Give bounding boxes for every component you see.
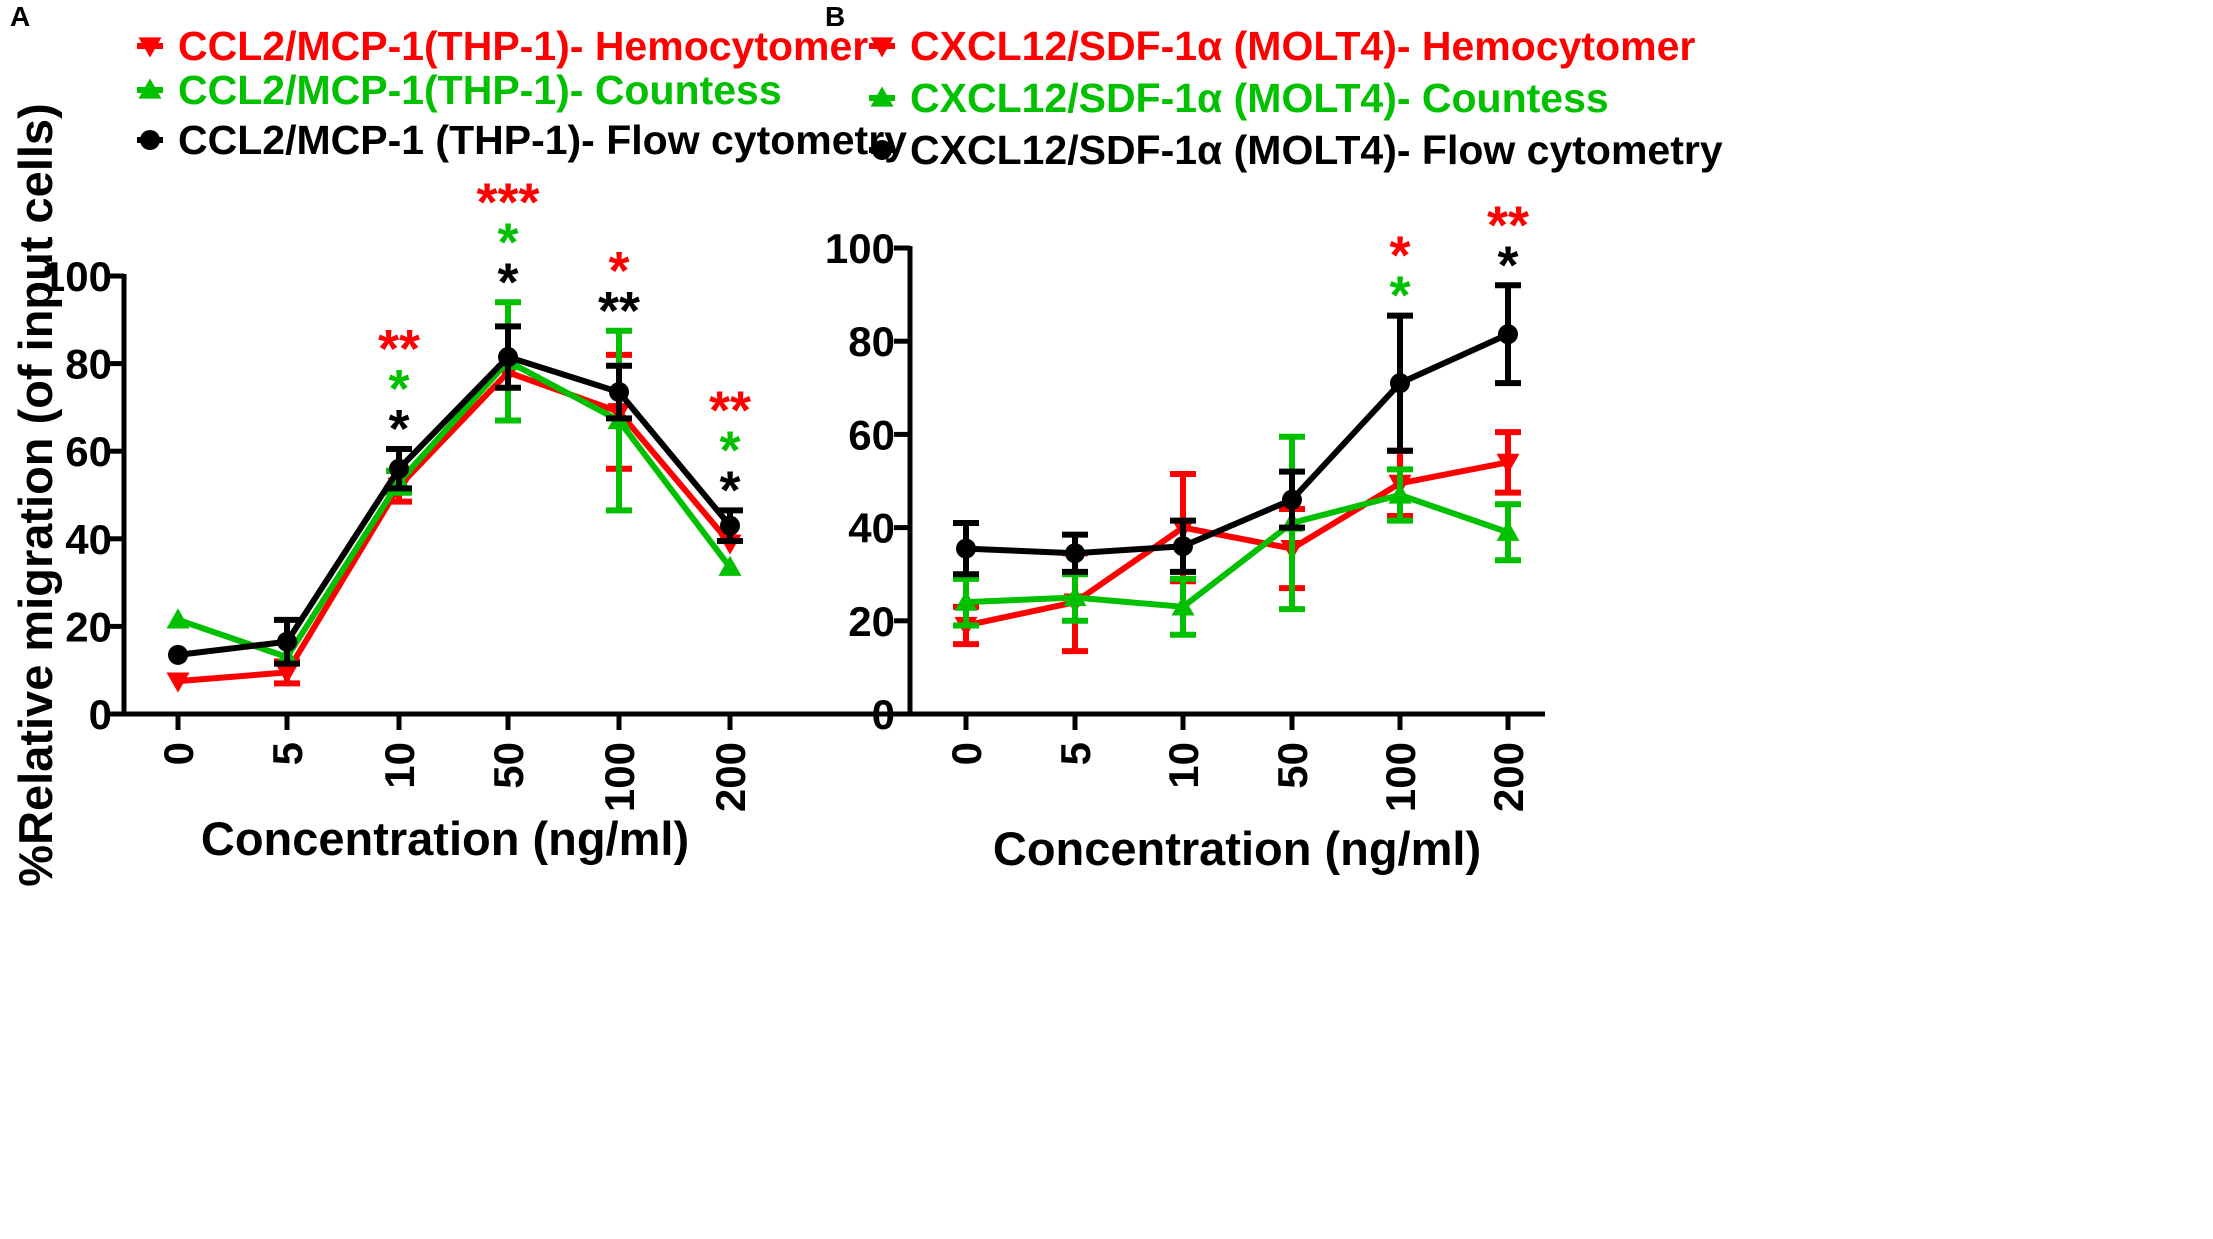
significance-mark: * bbox=[388, 399, 409, 459]
data-point bbox=[1388, 483, 1412, 504]
legend-marker-flow-cytometry bbox=[872, 140, 892, 160]
y-tick-label: 100 bbox=[825, 225, 895, 272]
significance-mark: * bbox=[497, 252, 518, 312]
legend-marker-hemocytomer bbox=[138, 37, 162, 58]
panel-b-label: B bbox=[825, 1, 845, 32]
x-tick-label: 10 bbox=[1160, 742, 1207, 789]
series-countess bbox=[166, 299, 742, 666]
data-point bbox=[718, 555, 742, 576]
data-point bbox=[954, 590, 978, 611]
series-hemocytomer bbox=[953, 429, 1521, 655]
y-tick-label: 40 bbox=[848, 505, 895, 552]
x-tick-label: 5 bbox=[264, 742, 311, 765]
significance-mark: * bbox=[608, 241, 629, 301]
data-point bbox=[1173, 536, 1193, 557]
significance-mark: * bbox=[719, 460, 740, 520]
y-tick-label: 100 bbox=[42, 253, 112, 300]
data-point bbox=[1065, 543, 1085, 564]
data-point bbox=[168, 644, 188, 665]
data-point bbox=[1390, 373, 1410, 394]
data-point bbox=[1063, 586, 1087, 607]
series-line-hemocytomer bbox=[177, 369, 733, 685]
data-point bbox=[277, 631, 297, 652]
x-tick-label: 100 bbox=[1377, 742, 1424, 812]
legend-marker-flow-cytometry bbox=[140, 130, 160, 150]
panel-b: B CXCL12/SDF-1α (MOLT4)- Hemocytomer CXCL1… bbox=[825, 1, 1723, 875]
y-tick-label: 20 bbox=[848, 598, 895, 645]
significance-mark: * bbox=[497, 212, 518, 272]
legend-marker-countess bbox=[870, 86, 894, 107]
data-point bbox=[1496, 520, 1520, 541]
x-tick-label: 200 bbox=[707, 742, 754, 812]
data-point bbox=[389, 458, 409, 479]
significance-mark: ** bbox=[598, 281, 640, 341]
y-tick-label: 60 bbox=[848, 411, 895, 458]
y-axis-title: %Relative migration (of input cells) bbox=[9, 103, 62, 886]
series-flow-cytometry bbox=[953, 282, 1521, 578]
x-tick-label: 0 bbox=[155, 742, 202, 765]
significance-mark: * bbox=[388, 359, 409, 419]
legend-label-flow-cytometry: CCL2/MCP-1 (THP-1)- Flow cytometry bbox=[178, 117, 907, 163]
data-point bbox=[720, 515, 740, 536]
legend-marker-countess bbox=[138, 78, 162, 99]
data-point bbox=[166, 608, 190, 629]
significance-mark: *** bbox=[476, 172, 539, 232]
series-line-flow-cytometry bbox=[177, 354, 733, 658]
data-point bbox=[1498, 324, 1518, 345]
y-tick-label: 80 bbox=[848, 318, 895, 365]
x-tick-label: 50 bbox=[485, 742, 532, 789]
x-axis-title: Concentration (ng/ml) bbox=[201, 812, 689, 865]
significance-mark: * bbox=[1389, 266, 1410, 326]
series-flow-cytometry bbox=[168, 323, 743, 667]
significance-mark: * bbox=[719, 420, 740, 480]
x-tick-label: 0 bbox=[943, 742, 990, 765]
y-tick-label: 0 bbox=[89, 691, 112, 738]
series-line-flow-cytometry bbox=[965, 331, 1510, 557]
data-point bbox=[166, 672, 190, 693]
x-tick-label: 50 bbox=[1269, 742, 1316, 789]
significance-mark: ** bbox=[378, 319, 420, 379]
legend-marker-hemocytomer bbox=[870, 37, 894, 58]
panel-a-label: A bbox=[10, 1, 30, 32]
legend-label-hemocytomer: CXCL12/SDF-1α (MOLT4)- Hemocytomer bbox=[910, 23, 1695, 69]
x-tick-label: 200 bbox=[1485, 742, 1532, 812]
data-point bbox=[1171, 595, 1195, 616]
series-hemocytomer bbox=[166, 351, 742, 693]
significance-mark: * bbox=[1389, 226, 1410, 286]
y-tick-label: 0 bbox=[872, 691, 895, 738]
data-point bbox=[956, 538, 976, 559]
data-point bbox=[609, 382, 629, 403]
x-tick-label: 10 bbox=[376, 742, 423, 789]
x-tick-label: 100 bbox=[596, 742, 643, 812]
significance-mark: ** bbox=[1487, 195, 1529, 255]
series-line-hemocytomer bbox=[965, 459, 1509, 629]
data-point bbox=[275, 663, 299, 684]
series-line-countess bbox=[177, 358, 733, 661]
x-tick-label: 5 bbox=[1052, 742, 1099, 765]
legend-label-flow-cytometry: CXCL12/SDF-1α (MOLT4)- Flow cytometry bbox=[910, 127, 1723, 173]
legend-label-countess: CXCL12/SDF-1α (MOLT4)- Countess bbox=[910, 75, 1609, 121]
significance-mark: ** bbox=[709, 380, 751, 440]
y-tick-label: 20 bbox=[65, 603, 112, 650]
y-tick-label: 60 bbox=[65, 428, 112, 475]
legend-label-countess: CCL2/MCP-1(THP-1)- Countess bbox=[178, 67, 782, 113]
series-line-countess bbox=[965, 491, 1509, 610]
data-point bbox=[1496, 453, 1520, 474]
x-axis-title: Concentration (ng/ml) bbox=[993, 822, 1481, 875]
data-point bbox=[498, 347, 518, 368]
y-tick-label: 40 bbox=[65, 516, 112, 563]
significance-mark: * bbox=[1497, 235, 1518, 295]
legend-label-hemocytomer: CCL2/MCP-1(THP-1)- Hemocytomer bbox=[178, 23, 868, 69]
data-point bbox=[1282, 489, 1302, 510]
y-tick-label: 80 bbox=[65, 341, 112, 388]
